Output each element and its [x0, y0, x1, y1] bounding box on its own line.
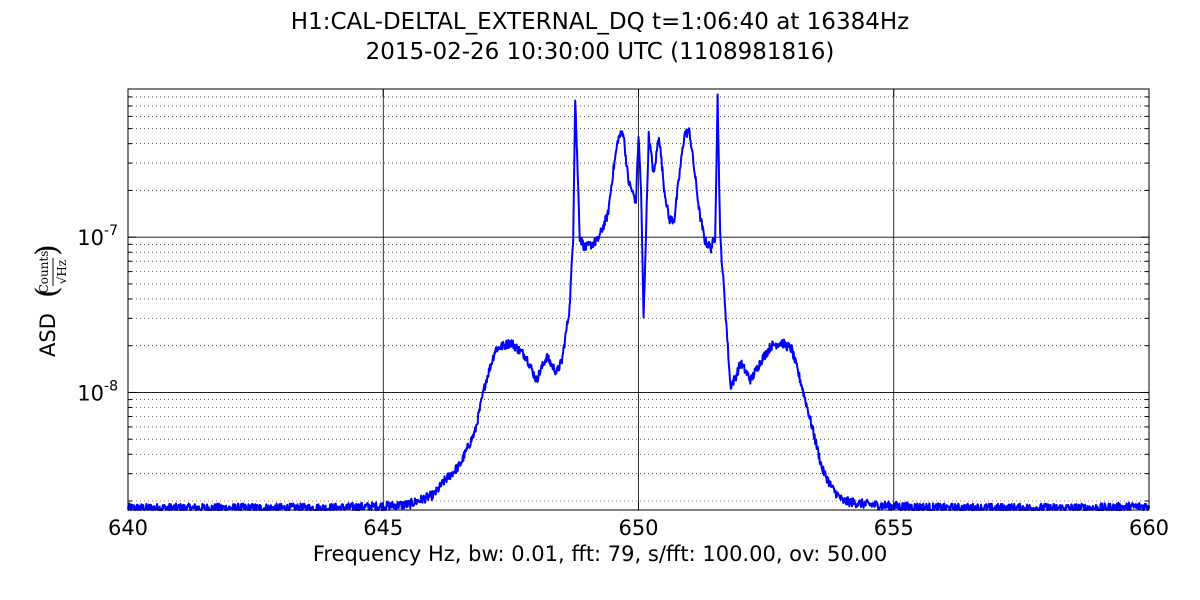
y-tick-label: 10-7 — [77, 223, 118, 250]
y-axis-label-text: ASD — [36, 313, 60, 357]
y-tick-label: 10-8 — [77, 378, 118, 405]
chart-title: H1:CAL-DELTAL_EXTERNAL_DQ t=1:06:40 at 1… — [290, 9, 910, 35]
x-tick-label: 645 — [363, 516, 403, 540]
x-tick-label: 640 — [108, 516, 148, 540]
chart-subtitle: 2015-02-26 10:30:00 UTC (1108981816) — [365, 39, 835, 65]
x-axis-label: Frequency Hz, bw: 0.01, fft: 79, s/fft: … — [312, 542, 888, 566]
asd-series-line — [127, 93, 1150, 511]
x-tick-label: 650 — [618, 516, 658, 540]
x-tick-label: 655 — [874, 516, 914, 540]
x-tick-label: 660 — [1129, 516, 1169, 540]
y-axis-label: ASD ( Counts √Hz ) — [30, 244, 69, 357]
axis-ticks — [127, 88, 1150, 510]
paren-open: ( — [30, 286, 65, 298]
x-tick-labels: 640 645 650 655 660 — [108, 516, 1169, 540]
paren-close: ) — [30, 244, 65, 256]
unit-numerator: Counts — [37, 251, 51, 294]
unit-denominator: √Hz — [55, 260, 69, 284]
y-tick-labels: 10-7 10-8 — [77, 223, 118, 405]
